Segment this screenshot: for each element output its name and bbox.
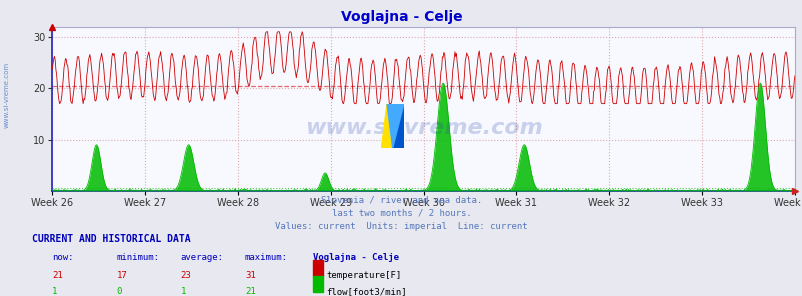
Polygon shape (381, 104, 392, 148)
Text: flow[foot3/min]: flow[foot3/min] (326, 287, 406, 296)
Text: 17: 17 (116, 271, 127, 280)
Text: temperature[F]: temperature[F] (326, 271, 401, 280)
Text: Slovenia / river and sea data.: Slovenia / river and sea data. (321, 195, 481, 204)
Text: 31: 31 (245, 271, 255, 280)
Text: 0: 0 (116, 287, 122, 296)
Text: www.si-vreme.com: www.si-vreme.com (3, 62, 10, 128)
Text: minimum:: minimum: (116, 253, 160, 262)
Text: Values: current  Units: imperial  Line: current: Values: current Units: imperial Line: cu… (275, 222, 527, 231)
Text: Voglajna - Celje: Voglajna - Celje (340, 10, 462, 24)
Text: 1: 1 (52, 287, 58, 296)
Polygon shape (392, 104, 403, 148)
Text: CURRENT AND HISTORICAL DATA: CURRENT AND HISTORICAL DATA (32, 234, 191, 244)
Text: 21: 21 (245, 287, 255, 296)
Text: 1: 1 (180, 287, 186, 296)
Text: 23: 23 (180, 271, 191, 280)
Text: www.si-vreme.com: www.si-vreme.com (304, 118, 542, 139)
Polygon shape (387, 104, 403, 148)
Text: last two months / 2 hours.: last two months / 2 hours. (331, 209, 471, 218)
Text: now:: now: (52, 253, 74, 262)
Text: maximum:: maximum: (245, 253, 288, 262)
Text: average:: average: (180, 253, 224, 262)
Text: Voglajna - Celje: Voglajna - Celje (313, 253, 399, 262)
Text: 21: 21 (52, 271, 63, 280)
